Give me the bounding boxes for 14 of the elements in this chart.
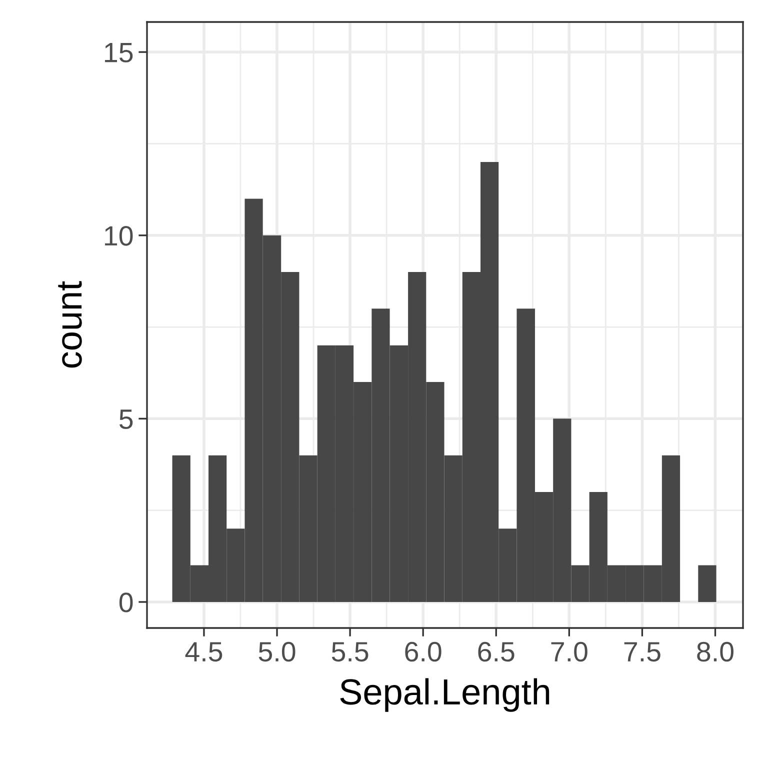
y-tick-label: 10 [105, 226, 133, 246]
y-tick-label: 0 [119, 592, 133, 612]
y-axis-title: count [58, 281, 82, 368]
x-tick-label: 7.5 [624, 642, 660, 662]
x-tick-label: 8.0 [697, 642, 734, 662]
y-tick-label: 15 [105, 43, 133, 62]
x-tick-label: 6.5 [478, 642, 514, 662]
x-tick-label: 4.5 [185, 642, 222, 662]
x-tick-label: 7.0 [551, 642, 588, 662]
x-tick-label: 5.0 [258, 642, 296, 662]
x-tick-label: 5.5 [332, 642, 368, 662]
y-tick-label: 5 [119, 410, 133, 430]
x-axis-title: Sepal.Length [340, 678, 550, 712]
x-tick-label: 6.0 [405, 642, 442, 662]
